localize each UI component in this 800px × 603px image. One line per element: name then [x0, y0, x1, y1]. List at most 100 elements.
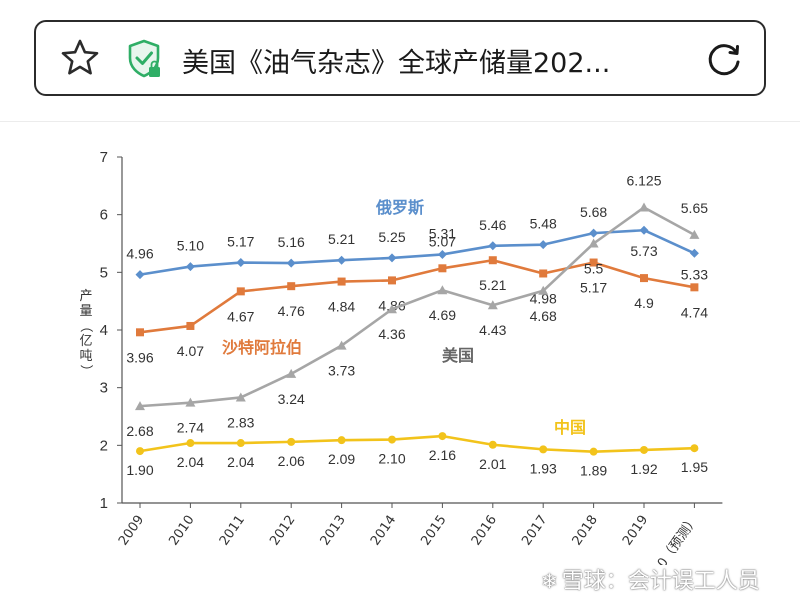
- data-label: 2.09: [328, 451, 355, 467]
- y-tick-label: 3: [100, 380, 108, 397]
- data-label: 4.84: [328, 299, 355, 315]
- data-label: 5.17: [580, 280, 607, 296]
- y-tick-label: 5: [100, 264, 108, 281]
- series-name-label: 美国: [442, 346, 474, 365]
- data-point: [488, 241, 498, 251]
- y-axis-label-char: 吨: [79, 349, 92, 364]
- data-label: 2.68: [126, 423, 153, 439]
- data-point: [690, 283, 699, 292]
- series-line: [139, 434, 695, 453]
- x-tick-label: 2013: [318, 513, 349, 549]
- data-label: 4.76: [278, 303, 305, 319]
- data-point: [589, 447, 598, 456]
- data-point: [236, 287, 245, 296]
- y-tick-label: 1: [100, 495, 108, 512]
- data-label: 5.68: [580, 204, 607, 220]
- oil-production-line-chart: 1 2 3 4 5 6 7 产量（ 亿吨） 2009 2010 2011 2012 2013 2014 201…: [78, 149, 723, 565]
- y-axis-label-char: 产: [79, 289, 92, 304]
- data-point: [538, 285, 549, 295]
- x-tick-label: 2018: [570, 513, 601, 549]
- series-name-label: 中国: [554, 418, 586, 437]
- data-label: 4.96: [126, 246, 153, 262]
- data-point: [538, 240, 548, 250]
- data-label: 5.31: [429, 225, 456, 241]
- data-label: 6.125: [626, 172, 661, 188]
- watermark: ❄ 雪球：会计误工人员: [541, 563, 760, 595]
- data-point: [437, 249, 447, 259]
- data-label: 2.10: [378, 451, 405, 467]
- data-label: 4.69: [429, 307, 456, 323]
- page-title[interactable]: 美国《油气杂志》全球产储量202...: [182, 48, 611, 79]
- address-bar[interactable]: 美国《油气杂志》全球产储量202...: [34, 20, 766, 96]
- data-point: [336, 340, 347, 350]
- data-label: 4.36: [378, 326, 405, 342]
- data-label: 5.33: [681, 266, 708, 282]
- data-point: [136, 447, 144, 456]
- y-axis-label-char: 量: [79, 304, 92, 319]
- data-label: 5.17: [227, 234, 254, 250]
- x-tick-label: 2017: [519, 513, 550, 549]
- data-label: 2.83: [227, 414, 254, 430]
- data-label: 1.89: [580, 463, 607, 479]
- y-axis-label-char: 亿: [79, 334, 92, 349]
- data-point: [387, 304, 397, 314]
- reload-icon[interactable]: [704, 40, 744, 80]
- series-line: [139, 206, 696, 408]
- data-point: [639, 225, 649, 235]
- data-label: 1.90: [126, 462, 153, 478]
- data-label: 4.07: [177, 343, 204, 359]
- data-label: 1.95: [681, 459, 708, 475]
- series-name-label: 俄罗斯: [375, 198, 424, 217]
- watermark-text: 雪球：会计误工人员: [561, 569, 760, 594]
- x-tick-label: 2015: [418, 513, 449, 549]
- data-label: 5.46: [479, 217, 506, 233]
- data-label: 5.21: [328, 231, 355, 247]
- data-point: [387, 253, 397, 263]
- x-tick-label: 2014: [368, 513, 399, 549]
- x-tick-label: 2010: [166, 513, 197, 549]
- data-label: 4.67: [227, 308, 254, 324]
- data-point: [690, 444, 699, 453]
- y-tick-label: 4: [100, 322, 108, 339]
- data-label: 1.93: [530, 460, 557, 476]
- y-axis-label-char: ）: [78, 364, 93, 377]
- data-point: [287, 282, 296, 291]
- data-point: [589, 228, 599, 238]
- data-point: [135, 270, 145, 280]
- data-label: 5.65: [681, 200, 708, 216]
- data-label: 4.43: [479, 322, 506, 338]
- data-label: 2.04: [177, 454, 204, 470]
- data-label: 3.73: [328, 363, 355, 379]
- data-point: [185, 397, 196, 407]
- series-line: [139, 228, 695, 276]
- x-tick-label: 2012: [267, 513, 298, 549]
- data-label: 5.48: [530, 216, 557, 232]
- data-label: 2.06: [278, 453, 305, 469]
- data-point: [236, 439, 245, 448]
- x-tick-label: 2016: [469, 513, 500, 549]
- data-label: 2.74: [177, 420, 204, 436]
- data-point: [487, 300, 498, 310]
- data-point: [186, 321, 195, 330]
- data-point: [185, 262, 195, 272]
- data-label: 5.10: [177, 238, 204, 254]
- data-point: [689, 248, 699, 258]
- data-point: [337, 436, 346, 445]
- y-axis-label-char: （: [78, 319, 93, 332]
- data-point: [286, 368, 297, 378]
- star-outline-icon[interactable]: [60, 38, 100, 78]
- data-label: 4.9: [634, 295, 654, 311]
- data-point: [639, 202, 649, 212]
- data-point: [388, 276, 396, 285]
- x-tick-label: 2009: [116, 513, 147, 549]
- x-tick-label: 2019: [620, 513, 651, 549]
- y-tick-label: 6: [100, 207, 108, 224]
- data-point: [287, 437, 296, 446]
- data-point: [640, 274, 648, 283]
- snowball-logo-icon: ❄: [541, 569, 558, 593]
- data-label: 4.98: [530, 290, 557, 306]
- data-point: [488, 256, 497, 265]
- data-point: [235, 392, 246, 402]
- data-point: [437, 285, 448, 295]
- data-label: 5.25: [378, 229, 405, 245]
